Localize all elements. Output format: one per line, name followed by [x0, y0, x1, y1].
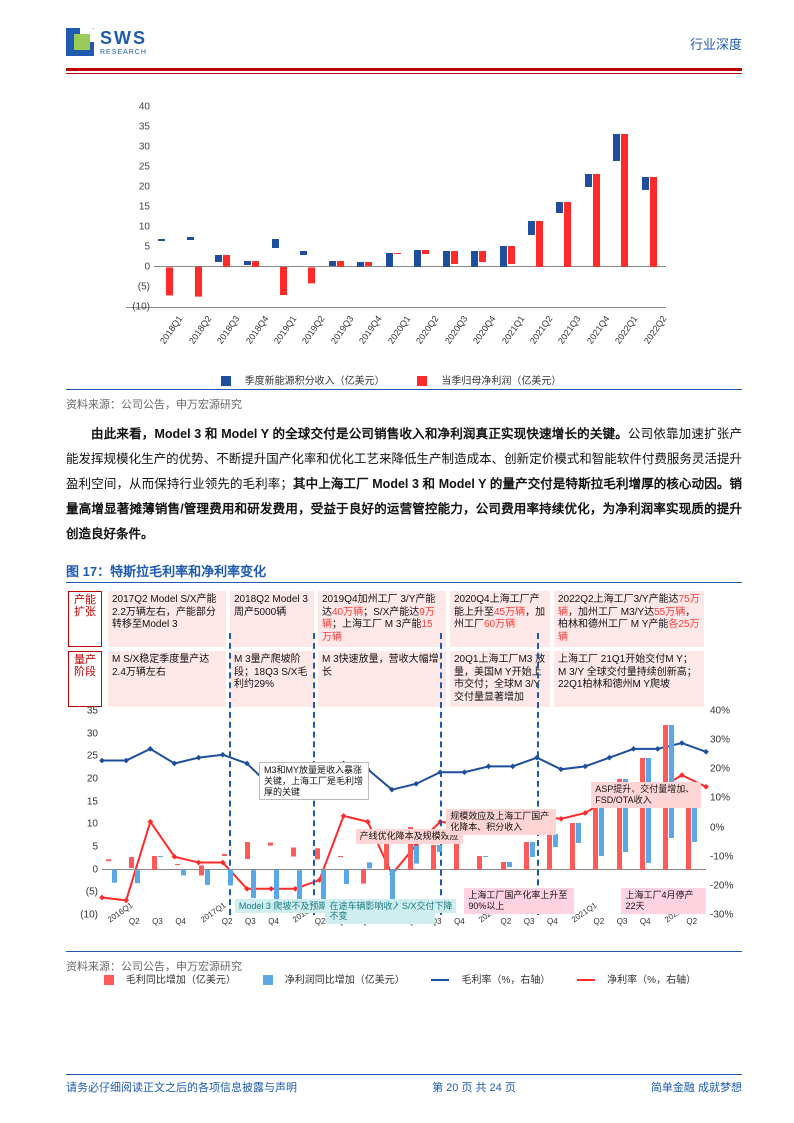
chart-callout: Model 3 爬坡不及预期 [235, 899, 332, 914]
annotation-cell: 2019Q4加州工厂 3/Y产能达40万辆；S/X产能达9万辆；上海工厂 M 3… [318, 591, 446, 647]
legend2-c: 毛利率（%，右轴） [461, 975, 550, 986]
chart-callout: 上海工厂4月停产22天 [621, 888, 706, 914]
annotation-cell: 20Q1上海工厂M3 放量，美国M Y开始上市交付；全球M 3/Y交付量显著增加 [450, 651, 550, 707]
page-header: SWS RESEARCH 行业深度 [66, 28, 742, 70]
legend-a: 季度新能源积分收入（亿美元） [245, 376, 385, 387]
body-paragraph: 由此来看，Model 3 和 Model Y 的全球交付是公司销售收入和净利润真… [66, 422, 742, 547]
chart-callout: ASP提升、交付量增加、FSD/OTA收入 [591, 782, 701, 808]
annotation-cell: M 3快速放量，营收大幅增长 [318, 651, 446, 707]
annotation-cell: 2018Q2 Model 3周产5000辆 [230, 591, 314, 647]
footer-mid: 第 20 页 共 24 页 [432, 1079, 516, 1095]
legend2-b: 净利润同比增加（亿美元） [285, 975, 405, 986]
doc-type: 行业深度 [690, 34, 742, 53]
footer-rule [66, 1074, 742, 1075]
legend2-a: 毛利同比增加（亿美元） [126, 975, 236, 986]
brand-logo: SWS RESEARCH [66, 28, 147, 56]
chart-quarterly-credits-profit: (10)(5)0510152025303540 2018Q12018Q22018… [126, 108, 666, 387]
annotation-cell: 2020Q4上海工厂产能上升至45万辆，加州工厂60万辆 [450, 591, 550, 647]
chart-callout: M3和MY放量是收入暴涨关键，上海工厂是毛利增厚的关键 [259, 762, 369, 800]
legend2-d: 净利率（%，右轴） [607, 975, 696, 986]
chart-callout: 规模效应及上海工厂国产化降本、积分收入 [446, 809, 556, 835]
footer-left: 请务必仔细阅读正文之后的各项信息披露与声明 [66, 1079, 297, 1095]
chart-callout: 上海工厂国产化率上升至90%以上 [464, 888, 574, 914]
chart1-source: 资料来源：公司公告，申万宏源研究 [66, 396, 742, 412]
row2-label: 量产阶段 [68, 651, 102, 707]
page-footer: 请务必仔细阅读正文之后的各项信息披露与声明 第 20 页 共 24 页 简单金融… [66, 1079, 742, 1095]
brand-sub: RESEARCH [100, 49, 147, 56]
legend-b: 当季归母净利润（亿美元） [441, 376, 561, 387]
annotation-cell: 2022Q2上海工厂3/Y产能达75万辆，加州工厂 M3/Y达55万辆，柏林和德… [554, 591, 704, 647]
annotation-cell: M 3量产爬坡阶段；18Q3 S/X毛利约29% [230, 651, 314, 707]
footer-right: 简单金融 成就梦想 [651, 1079, 742, 1095]
header-rule [66, 68, 742, 74]
annotation-cell: M S/X稳定季度量产达2.4万辆左右 [108, 651, 226, 707]
row1-label: 产能扩张 [68, 591, 102, 647]
chart-margin-rates: 产能扩张 2017Q2 Model S/X产能2.2万辆左右，产能部分转移至Mo… [66, 589, 742, 949]
chart-callout: S/X交付下降 [398, 899, 457, 914]
logo-icon [66, 28, 94, 56]
annotation-cell: 2017Q2 Model S/X产能2.2万辆左右，产能部分转移至Model 3 [108, 591, 226, 647]
annotation-cell: 上海工厂 21Q1开始交付M Y；M 3/Y 全球交付量持续创新高；22Q1柏林… [554, 651, 704, 707]
figure17-title: 图 17：特斯拉毛利率和净利率变化 [66, 561, 742, 580]
brand-name: SWS [100, 28, 147, 49]
